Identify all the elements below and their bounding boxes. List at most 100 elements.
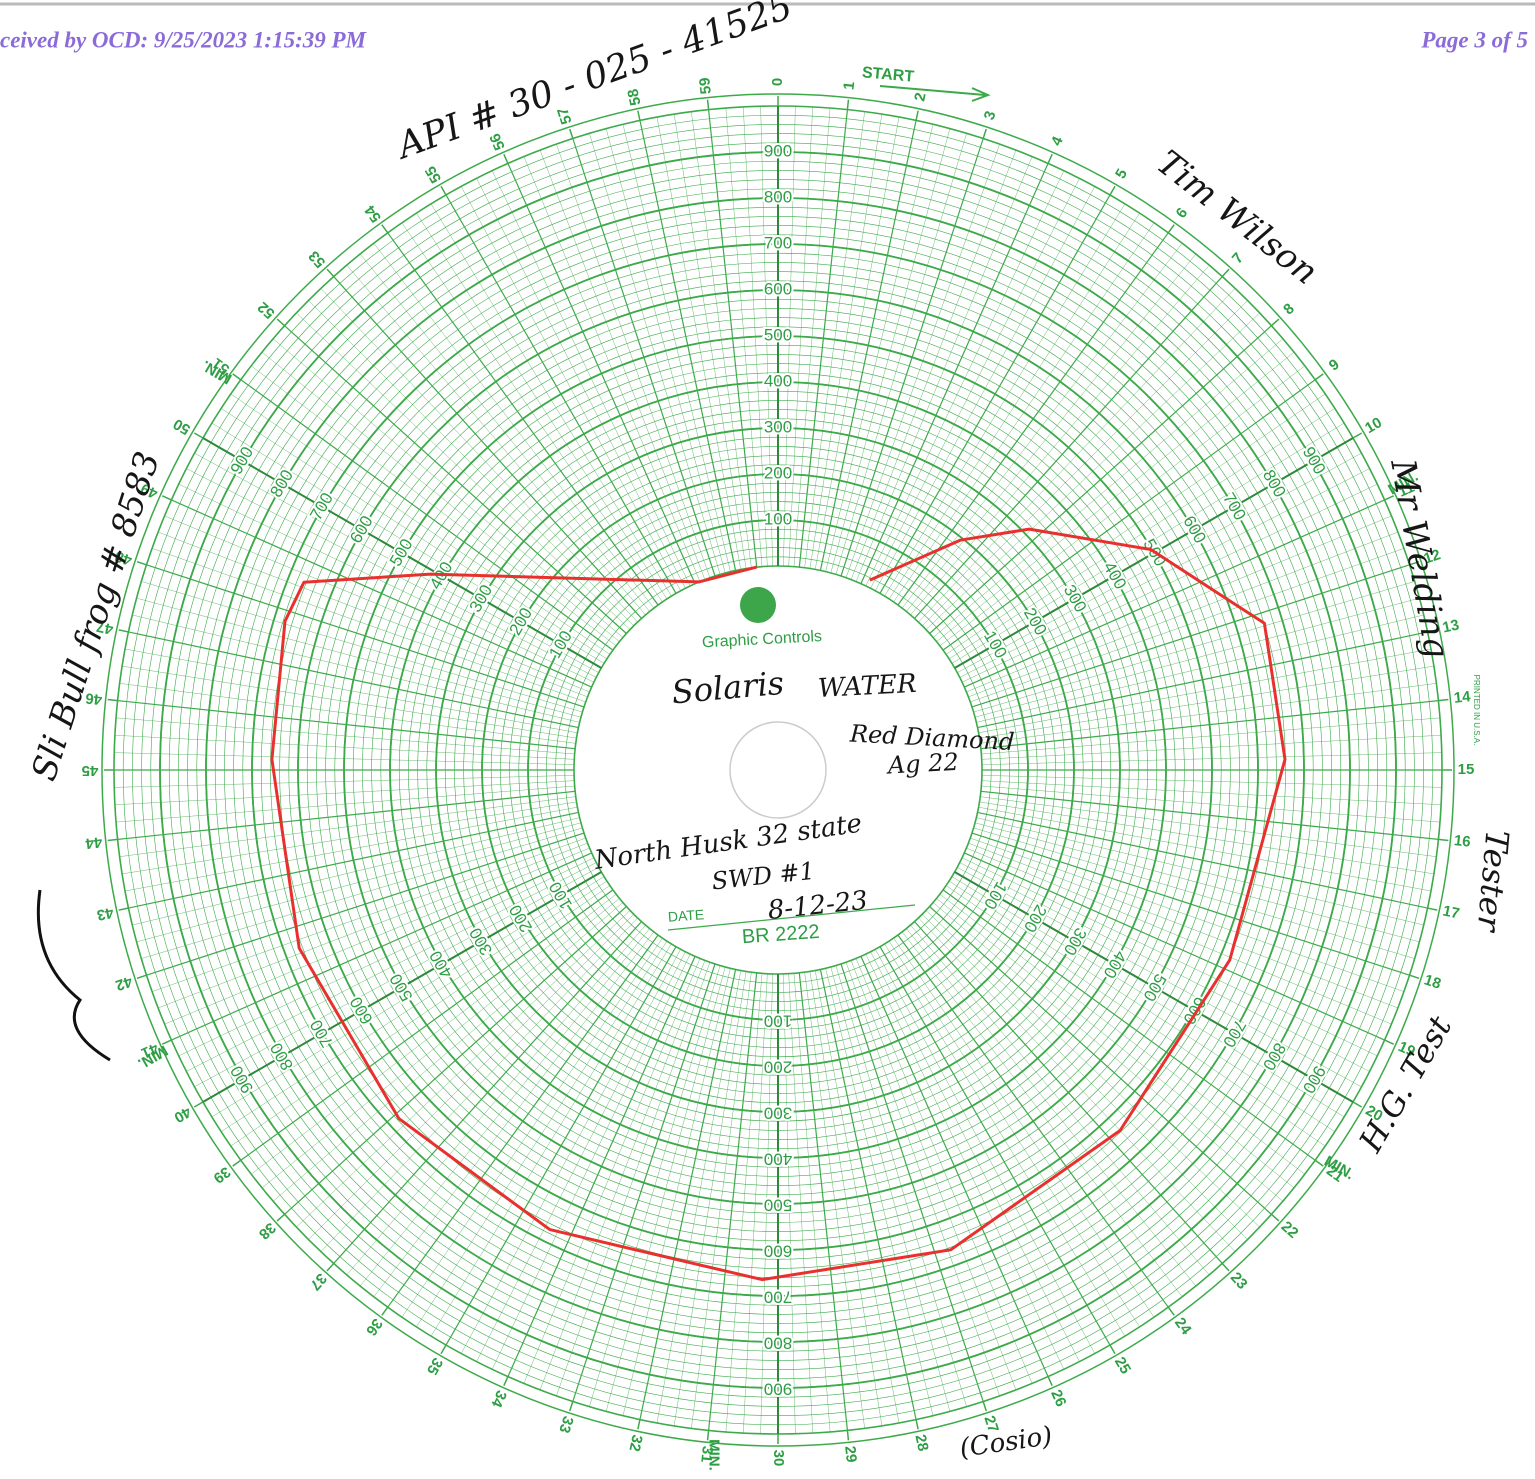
radial — [178, 483, 594, 683]
radial — [308, 300, 634, 626]
radial — [128, 811, 579, 909]
radial — [743, 973, 768, 1434]
minute-tick — [637, 110, 641, 121]
radial — [962, 857, 1378, 1057]
pressure-label: 800 — [1259, 466, 1290, 500]
radial — [589, 133, 721, 575]
logo — [740, 587, 776, 623]
minute-label: 6 — [1173, 205, 1192, 222]
radial — [959, 862, 1370, 1072]
minute-label: 0 — [769, 78, 786, 86]
radial — [948, 408, 1335, 660]
radial — [373, 243, 654, 609]
pressure-label: 400 — [426, 947, 457, 981]
radial — [819, 969, 917, 1420]
pressure-label: 600 — [1179, 512, 1210, 546]
radial — [977, 631, 1428, 729]
minute-tick — [440, 1344, 447, 1355]
radial — [308, 914, 634, 1240]
minute-tick — [1352, 432, 1363, 439]
radial — [819, 120, 917, 571]
radial — [793, 973, 831, 1432]
radial — [125, 648, 578, 734]
minute-tick — [232, 373, 242, 381]
pressure-label: 600 — [346, 512, 377, 546]
minute-tick — [136, 974, 147, 979]
radial — [128, 631, 579, 729]
minute-tick — [232, 1159, 242, 1167]
minute-label: 7 — [1229, 250, 1247, 268]
minute-label: 41 — [139, 1039, 161, 1061]
radial — [980, 699, 1439, 750]
pressure-label: 900 — [1299, 1062, 1330, 1096]
pressure-label: 100 — [545, 878, 576, 912]
minute-label: 46 — [85, 689, 103, 708]
radial — [251, 894, 617, 1175]
radial — [114, 752, 575, 765]
radial — [296, 910, 631, 1228]
radial — [814, 117, 900, 570]
minute-tick — [846, 99, 850, 110]
radial — [979, 801, 1434, 875]
radial — [230, 393, 610, 655]
radial — [416, 940, 668, 1327]
radial — [946, 885, 1326, 1147]
minute-tick — [136, 561, 147, 566]
minute-tick — [161, 495, 172, 501]
pressure-label: 400 — [764, 1150, 792, 1169]
radial — [910, 264, 1210, 616]
pressure-label: 900 — [764, 141, 792, 160]
minute-label: 17 — [1441, 902, 1461, 922]
minute-label: 59 — [696, 77, 715, 95]
radial — [639, 120, 737, 571]
radial — [783, 106, 796, 567]
radial — [491, 954, 691, 1370]
radial — [152, 548, 586, 703]
radial — [978, 806, 1431, 892]
radial — [959, 468, 1370, 678]
radial — [964, 499, 1385, 688]
radial — [359, 928, 650, 1287]
radial — [809, 114, 883, 569]
minute-tick — [1047, 1376, 1053, 1387]
radial — [430, 943, 672, 1337]
radial — [507, 163, 696, 584]
minute-label: 42 — [113, 972, 134, 993]
handwriting-well: Sli Bull frog # 8583 — [24, 447, 168, 786]
radial — [523, 958, 701, 1384]
minute-label: 56 — [487, 131, 509, 153]
radial — [884, 943, 1126, 1337]
radial — [981, 785, 1440, 823]
radial — [971, 832, 1410, 976]
pressure-label: 900 — [227, 443, 258, 477]
minute-tick — [107, 838, 118, 842]
radial — [855, 958, 1033, 1384]
radial — [146, 832, 585, 976]
radial — [725, 973, 763, 1432]
radial — [946, 393, 1326, 655]
minute-label: 34 — [487, 1388, 510, 1411]
radial — [948, 880, 1335, 1132]
pressure-label: 200 — [764, 463, 792, 482]
pressure-label: 400 — [764, 371, 792, 390]
radial — [261, 898, 620, 1189]
radial — [725, 108, 763, 567]
radial — [673, 114, 747, 569]
radial — [865, 170, 1065, 586]
radial — [141, 581, 583, 713]
minute-label: 29 — [841, 1445, 860, 1463]
minute-tick — [118, 907, 129, 911]
minute-label: 20 — [1363, 1102, 1386, 1125]
radial — [572, 963, 716, 1402]
radial — [957, 452, 1362, 673]
pressure-trace — [270, 527, 1287, 1282]
radial — [966, 847, 1392, 1025]
pressure-label: 900 — [764, 1380, 792, 1399]
radial — [117, 699, 576, 750]
radial — [981, 775, 1442, 788]
radial — [261, 351, 620, 642]
minute-label: 33 — [555, 1414, 576, 1435]
minute-tick — [118, 629, 129, 633]
